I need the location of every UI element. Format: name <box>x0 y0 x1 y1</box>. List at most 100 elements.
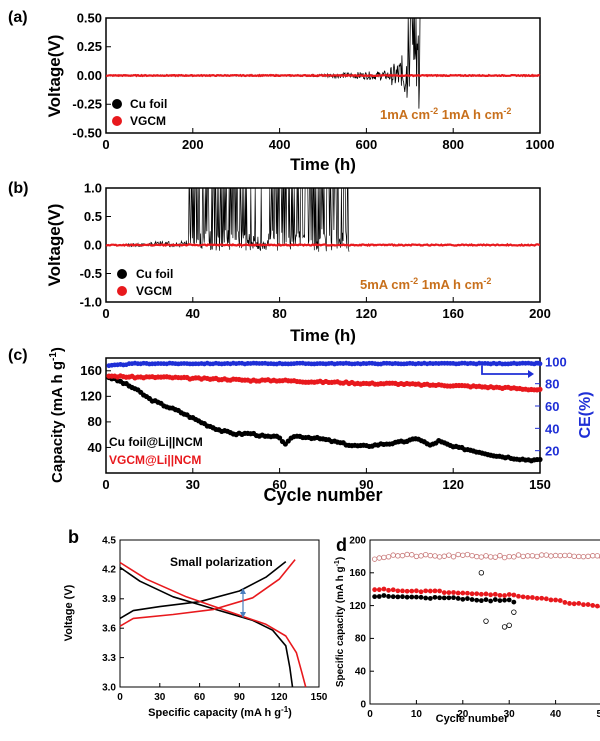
y-tick-label: -1.0 <box>80 294 102 309</box>
point-black-capacity <box>376 594 382 599</box>
y-tick-label: 4.2 <box>102 565 116 576</box>
panel-b2-ylabel: Voltage (V) <box>63 584 75 641</box>
panel-b-legend-cu: Cu foil <box>136 267 173 281</box>
point-open-ce <box>399 552 406 559</box>
y-tick-label: 0.5 <box>84 209 102 224</box>
point-open-ce <box>571 553 577 560</box>
panel-a-xlabel: Time (h) <box>290 155 356 174</box>
point-open-ce <box>390 552 396 558</box>
panel-b2-annotation: Small polarization <box>170 555 273 569</box>
point-open-ce <box>501 554 508 561</box>
point-red-capacity <box>469 591 475 597</box>
point-red-capacity <box>543 596 549 602</box>
y-tick-label: -0.5 <box>80 266 102 281</box>
panel-d-ylabel: Specific capacity (mA h g-1) <box>334 557 346 687</box>
point-black-capacity <box>372 594 378 600</box>
point-red-capacity <box>376 587 382 593</box>
point-red-capacity <box>562 600 568 605</box>
x-tick-label: 150 <box>529 477 551 492</box>
panel-a-legend-cu: Cu foil <box>130 97 167 111</box>
point-red-capacity <box>511 592 517 598</box>
y-tick-label: -0.50 <box>72 125 102 140</box>
series-vgcm-line <box>106 73 541 78</box>
point-black-capacity <box>497 598 503 604</box>
point-red-capacity <box>404 588 410 594</box>
x-tick-label: 400 <box>269 137 291 152</box>
point-open-ce <box>395 553 401 559</box>
panel-b-data <box>105 187 541 252</box>
y-tick-label: 0 <box>360 699 366 710</box>
point-red-capacity <box>437 588 442 594</box>
point-open-ce <box>492 554 498 560</box>
point-open-ce <box>371 556 378 562</box>
point-red-capacity <box>381 586 387 592</box>
point-black-capacity <box>451 595 456 601</box>
y-tick-label: 40 <box>88 440 102 455</box>
point-red-capacity <box>520 594 526 600</box>
panel-c-data <box>106 360 543 464</box>
point-black-capacity <box>395 594 401 600</box>
point-red-capacity <box>567 601 572 606</box>
point-open-ce <box>418 553 424 559</box>
y2-tick-label: 40 <box>545 421 559 436</box>
panel-b-label: (b) <box>8 180 28 197</box>
panel-a-annotation: 1mA cm-2 1mA h cm-2 <box>380 106 511 122</box>
point-open-ce <box>538 552 545 558</box>
point-black-capacity <box>441 595 447 601</box>
point-open-ce <box>497 552 503 559</box>
y-tick-label: 80 <box>355 634 367 645</box>
y-tick-label: 3.0 <box>102 682 116 693</box>
panel-c-xlabel: Cycle number <box>263 485 382 505</box>
panel-b2-arrowhead-down <box>240 612 246 618</box>
x-tick-label: 60 <box>272 477 286 492</box>
point-black-capacity <box>469 597 475 602</box>
point-black-capacity <box>386 594 391 599</box>
point-black-capacity <box>427 596 433 601</box>
point-open-ce <box>446 552 452 558</box>
point-open-ce <box>478 554 485 560</box>
point-red-capacity <box>516 593 521 599</box>
y-tick-label: 4.5 <box>102 535 116 546</box>
point-open-ce <box>585 553 591 560</box>
panel-c-ce-arrow <box>481 366 528 375</box>
panel-d-data <box>371 551 600 630</box>
point-open-ce <box>511 554 517 560</box>
point-red-capacity <box>372 587 378 593</box>
x-tick-label: 40 <box>550 709 562 720</box>
point-open-ce <box>427 552 434 559</box>
panel-b-legend-vgcm: VGCM <box>136 284 172 298</box>
point-open-ce <box>543 552 550 558</box>
x-tick-label: 600 <box>356 137 378 152</box>
point-open-ce <box>548 553 554 559</box>
panel-b: (b) 0 40 80 120 160 200 -1.0 -0.5 0.0 0.5 1.0 Time… <box>8 180 551 345</box>
panel-a-legend-marker-vgcm <box>112 116 122 126</box>
point-open-ce <box>455 551 461 558</box>
point-black-capacity <box>390 594 396 600</box>
panel-b-xlabel: Time (h) <box>290 326 356 345</box>
panel-c: (c) 0 30 60 90 120 150 40 80 120 160 20 40 60 80 100 C… <box>8 347 594 505</box>
panel-c-ce-arrowhead <box>528 370 534 378</box>
series-cu-foil-line <box>127 187 350 252</box>
panel-c-ylabel: Capacity (mA h g-1) <box>48 347 66 483</box>
panel-b-ylabel: Voltage(V) <box>45 204 64 287</box>
point-open-ce <box>576 553 582 560</box>
point-open-ce <box>594 553 600 559</box>
x-tick-label: 160 <box>442 306 464 321</box>
point-open-ce <box>483 553 489 559</box>
x-tick-label: 0 <box>102 306 109 321</box>
point-red-capacity <box>446 590 452 596</box>
point-open-ce <box>534 553 540 560</box>
panel-b2-label: b <box>68 527 79 547</box>
x-tick-label: 150 <box>311 692 328 703</box>
panel-c-ticks: 0 30 60 90 120 150 40 80 120 160 20 40 60 80 100 <box>80 354 566 492</box>
panel-b-ticks: 0 40 80 120 160 200 -1.0 -0.5 0.0 0.5 1.0 <box>80 180 551 321</box>
point-open-ce <box>487 554 494 560</box>
x-tick-label: 60 <box>194 692 206 703</box>
y-tick-label: 120 <box>349 601 366 612</box>
x-tick-label: 40 <box>186 306 200 321</box>
panel-d-frame <box>369 539 600 705</box>
panel-b-legend-marker-cu <box>117 269 127 279</box>
point-red-capacity <box>553 597 558 603</box>
point-black-capacity <box>502 597 507 603</box>
point-black-open <box>511 609 517 615</box>
